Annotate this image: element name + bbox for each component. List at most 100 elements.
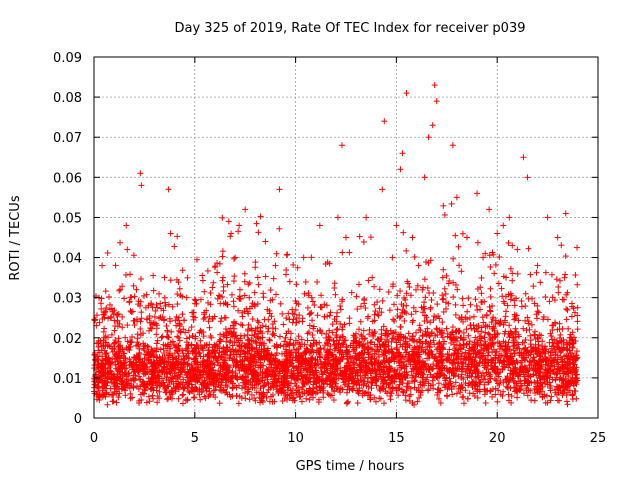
data-point (175, 334, 182, 341)
data-point (401, 365, 408, 372)
data-point (264, 306, 271, 313)
data-point (262, 238, 269, 245)
data-point (403, 247, 410, 254)
data-point (346, 249, 353, 256)
data-point (255, 229, 262, 236)
data-point (440, 202, 447, 209)
data-point (534, 262, 541, 269)
data-point (413, 329, 420, 336)
data-point (228, 291, 235, 298)
data-point (403, 290, 410, 297)
data-point (174, 301, 181, 308)
data-point (429, 122, 436, 129)
data-point (396, 381, 403, 388)
data-point (419, 309, 426, 316)
data-point (330, 396, 337, 403)
data-point (458, 268, 465, 275)
data-point (279, 310, 286, 317)
data-point (397, 323, 404, 330)
data-point (180, 391, 187, 398)
x-axis-label: GPS time / hours (296, 459, 405, 474)
data-point (304, 330, 311, 337)
data-point (214, 260, 221, 267)
data-point (143, 291, 150, 298)
data-point (531, 328, 538, 335)
data-point (574, 318, 581, 325)
data-point (504, 302, 511, 309)
data-point (512, 325, 519, 332)
data-point (548, 333, 555, 340)
data-point (289, 306, 296, 313)
data-point (514, 394, 521, 401)
data-point (190, 394, 197, 401)
data-point (207, 301, 214, 308)
data-point (312, 390, 319, 397)
data-point (387, 396, 394, 403)
data-points (91, 82, 581, 408)
data-point (137, 325, 144, 332)
data-point (179, 293, 186, 300)
data-point (533, 269, 540, 276)
data-point (321, 301, 328, 308)
data-point (411, 253, 418, 260)
data-point (183, 294, 190, 301)
data-point (415, 262, 422, 269)
data-point (118, 386, 125, 393)
data-point (188, 324, 195, 331)
data-point (489, 302, 496, 309)
data-point (463, 234, 470, 241)
data-point (357, 318, 364, 325)
data-point (527, 332, 534, 339)
data-point (293, 319, 300, 326)
data-point (167, 230, 174, 237)
data-point (136, 373, 143, 380)
data-point (223, 338, 230, 345)
data-point (453, 194, 460, 201)
data-point (237, 321, 244, 328)
data-point (199, 277, 206, 284)
x-tick-label: 15 (388, 431, 405, 446)
y-tick-label: 0.02 (53, 332, 82, 347)
data-point (485, 330, 492, 337)
data-point (209, 284, 216, 291)
data-point (282, 334, 289, 341)
data-point (260, 294, 267, 301)
data-point (219, 277, 226, 284)
data-point (557, 277, 564, 284)
data-point (463, 326, 470, 333)
data-point (220, 274, 227, 281)
data-point (219, 214, 226, 221)
data-point (304, 304, 311, 311)
data-point (257, 213, 264, 220)
data-point (520, 390, 527, 397)
data-point (400, 229, 407, 236)
data-point (487, 263, 494, 270)
data-point (527, 271, 534, 278)
data-point (365, 346, 372, 353)
data-point (368, 385, 375, 392)
data-point (434, 391, 441, 398)
data-point (306, 322, 313, 329)
data-point (103, 304, 110, 311)
data-point (407, 385, 414, 392)
data-point (531, 331, 538, 338)
data-point (379, 186, 386, 193)
data-point (431, 82, 438, 89)
data-point (216, 362, 223, 369)
data-point (390, 316, 397, 323)
data-point (128, 380, 135, 387)
data-point (367, 234, 374, 241)
data-point (534, 308, 541, 315)
data-point (403, 90, 410, 97)
data-point (555, 284, 562, 291)
data-point (236, 286, 243, 293)
data-point (555, 289, 562, 296)
data-point (128, 309, 135, 316)
data-point (487, 285, 494, 292)
data-point (481, 372, 488, 379)
data-point (123, 222, 130, 229)
data-point (333, 313, 340, 320)
data-point (435, 340, 442, 347)
data-point (246, 279, 253, 286)
data-point (374, 299, 381, 306)
